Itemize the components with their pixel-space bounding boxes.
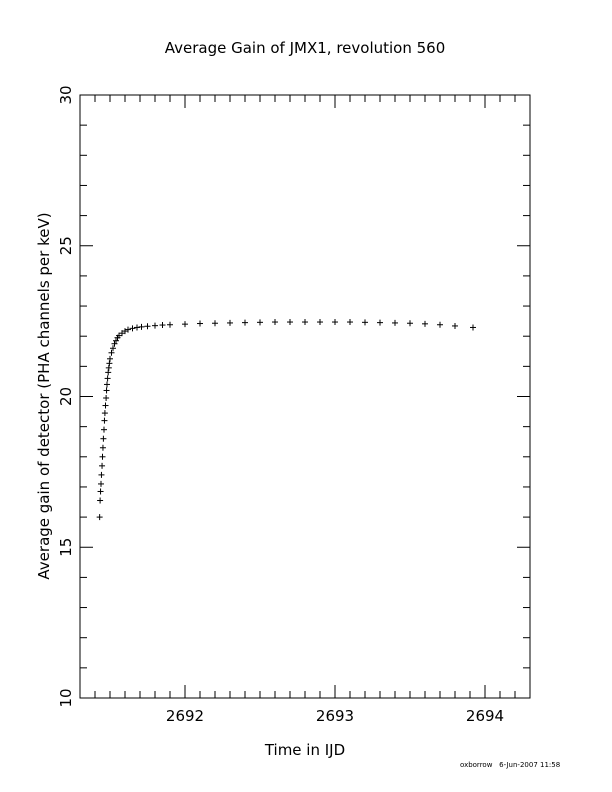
footer-timestamp: 6-Jun-2007 11:58	[499, 761, 561, 769]
data-point	[242, 319, 248, 326]
data-point	[102, 402, 109, 409]
data-point	[129, 325, 136, 332]
data-point	[152, 322, 158, 329]
data-point	[101, 417, 108, 424]
data-point	[212, 320, 218, 327]
footer-stamp: oxborrow 6-Jun-2007 11:58	[460, 761, 560, 769]
x-axis-label: Time in IJD	[264, 741, 345, 759]
data-point	[106, 360, 113, 367]
y-tick-label: 15	[57, 538, 75, 557]
data-point	[182, 321, 188, 328]
y-tick-label: 30	[57, 85, 75, 104]
y-tick-label: 10	[57, 688, 75, 707]
data-point	[103, 387, 110, 394]
data-point	[111, 340, 118, 347]
data-point	[347, 319, 353, 326]
data-point	[98, 480, 104, 487]
data-point	[104, 381, 110, 388]
data-point	[272, 319, 278, 326]
data-point	[302, 319, 308, 326]
footer-author: oxborrow	[460, 761, 493, 769]
data-point	[452, 322, 458, 329]
data-point	[287, 319, 293, 326]
data-point	[138, 323, 145, 330]
data-point	[108, 349, 115, 356]
data-point	[134, 324, 140, 331]
data-point	[144, 323, 151, 330]
data-point	[437, 321, 443, 328]
data-point	[96, 514, 103, 521]
data-point	[103, 395, 110, 402]
data-point	[97, 488, 104, 495]
y-axis-label: Average gain of detector (PHA channels p…	[35, 212, 53, 579]
data-point	[227, 319, 233, 326]
data-point	[392, 319, 398, 326]
data-point	[97, 497, 104, 504]
plot-frame	[79, 94, 531, 699]
y-tick-label: 25	[57, 236, 75, 255]
data-point	[107, 355, 113, 362]
x-tick-label: 2692	[166, 707, 204, 725]
data-point	[197, 320, 203, 327]
data-point	[422, 320, 428, 327]
data-point	[167, 321, 173, 328]
data-point	[98, 471, 105, 478]
data-point	[470, 324, 476, 331]
data-point	[257, 319, 263, 326]
data-point	[104, 375, 111, 382]
data-point	[110, 345, 116, 352]
data-point	[377, 319, 383, 326]
x-tick-label: 2693	[316, 707, 354, 725]
data-point	[159, 322, 166, 329]
data-point	[100, 435, 107, 442]
data-point	[407, 320, 413, 327]
data-point	[105, 369, 112, 376]
data-point	[101, 426, 107, 433]
data-point	[99, 453, 106, 460]
data-point	[113, 337, 119, 344]
data-point	[99, 462, 106, 469]
chart-title: Average Gain of JMX1, revolution 560	[165, 39, 446, 57]
data-point	[317, 319, 323, 326]
data-point	[105, 364, 112, 371]
data-point	[332, 319, 338, 326]
data-point	[99, 444, 106, 451]
data-point	[362, 319, 368, 326]
data-point	[101, 410, 108, 417]
x-tick-label: 2694	[466, 707, 504, 725]
data-point	[125, 326, 131, 333]
y-tick-label: 20	[57, 387, 75, 406]
